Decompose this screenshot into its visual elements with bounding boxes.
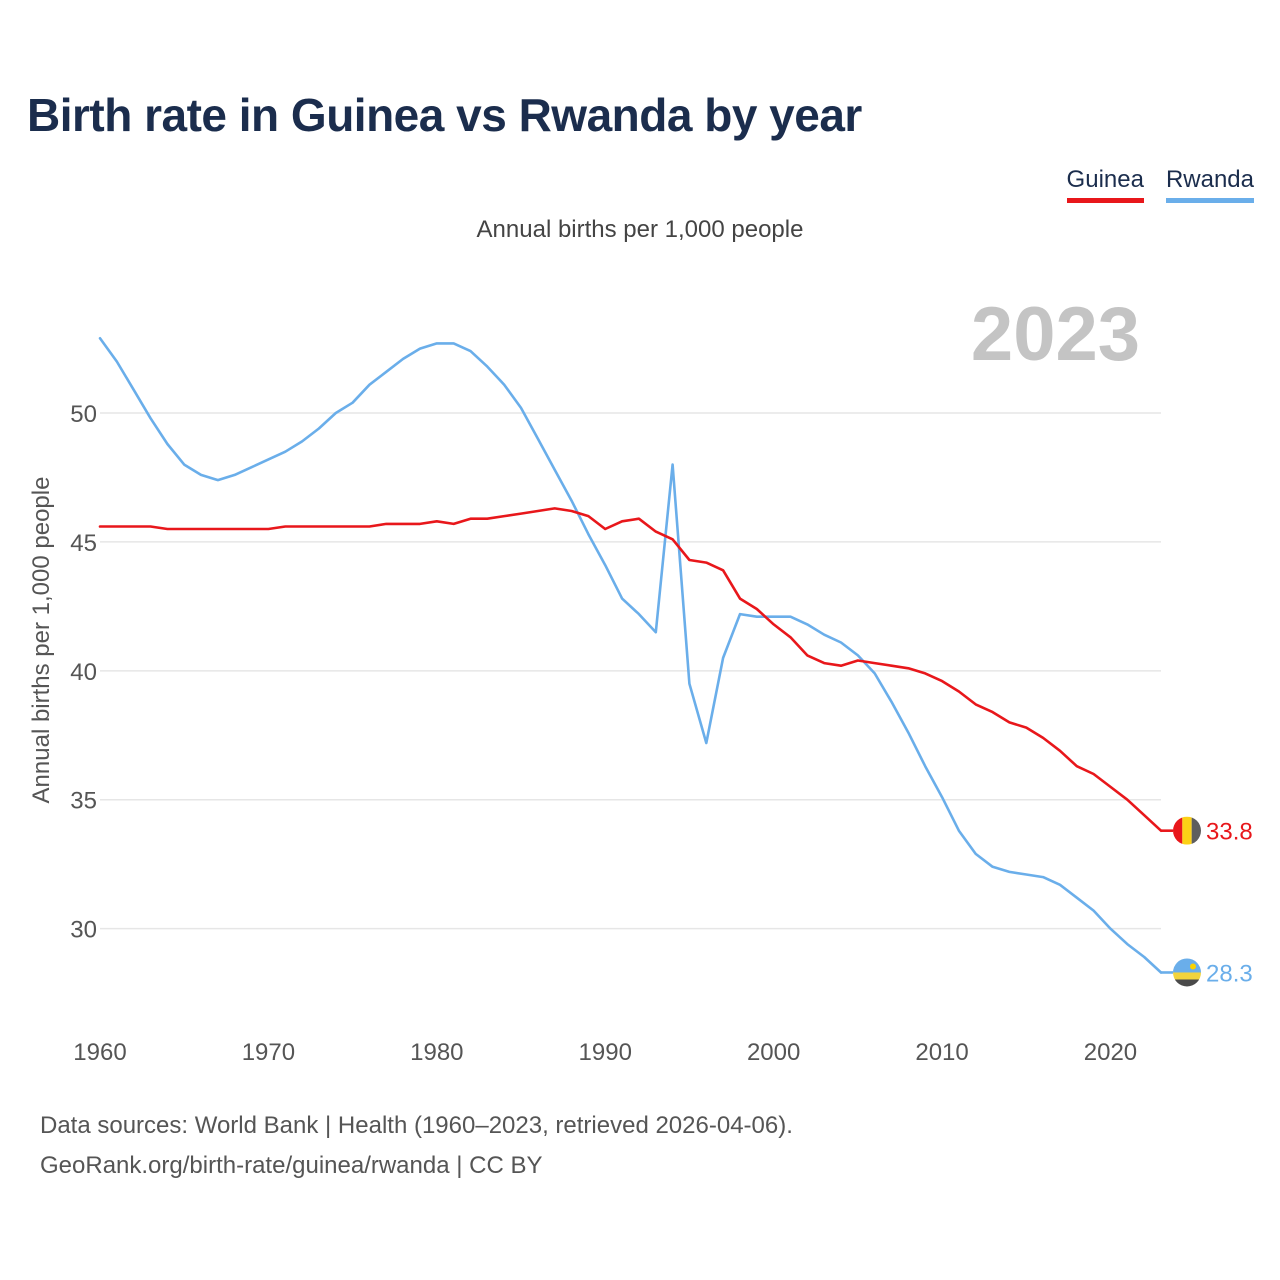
chart-subtitle: Annual births per 1,000 people (476, 216, 804, 243)
x-tick-label-1970: 1970 (242, 1039, 295, 1066)
x-tick-label-2000: 2000 (747, 1039, 800, 1066)
end-value-label-guinea: 33.8 (1206, 819, 1253, 846)
y-axis-label: Annual births per 1,000 people (28, 476, 55, 804)
x-tick-label-1990: 1990 (579, 1039, 632, 1066)
y-tick-label-35: 35 (70, 788, 97, 815)
y-tick-label-30: 30 (70, 917, 97, 944)
y-tick-label-45: 45 (70, 530, 97, 557)
x-tick-label-1980: 1980 (410, 1039, 463, 1066)
flag-rwanda-icon (1173, 958, 1201, 987)
legend-item-guinea[interactable]: Guinea (1066, 166, 1144, 203)
legend-item-rwanda[interactable]: Rwanda (1165, 166, 1254, 203)
source-line-1: Data sources: World Bank | Health (1960–… (40, 1112, 793, 1139)
y-tick-label-50: 50 (70, 401, 97, 428)
series-line-guinea (98, 507, 1163, 833)
chart-title: Birth rate in Guinea vs Rwanda by year (27, 89, 862, 141)
x-tick-label-2010: 2010 (915, 1039, 968, 1066)
y-tick-label-40: 40 (70, 659, 97, 686)
flag-guinea-icon (1173, 816, 1201, 845)
series-line-rwanda (98, 336, 1163, 974)
year-watermark: 2023 (971, 292, 1140, 377)
x-tick-label-1960: 1960 (73, 1039, 126, 1066)
source-line-2[interactable]: GeoRank.org/birth-rate/guinea/rwanda | C… (40, 1152, 543, 1179)
source-note: Data sources: World Bank | Health (1960–… (40, 1106, 793, 1186)
end-value-label-rwanda: 28.3 (1206, 960, 1253, 987)
legend: Guinea Rwanda (1066, 166, 1254, 203)
x-tick-label-2020: 2020 (1084, 1039, 1137, 1066)
